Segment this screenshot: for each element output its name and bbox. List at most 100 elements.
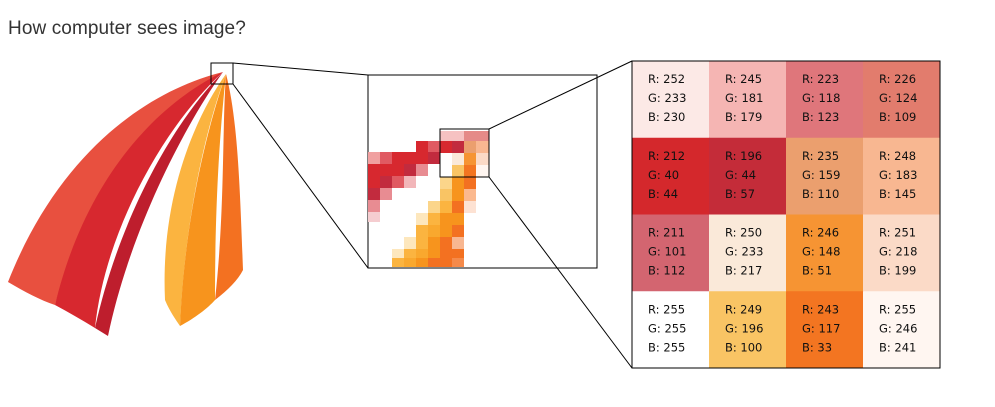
pixel-red-value: R: 245	[725, 72, 762, 86]
pixel-blue-value: B: 44	[648, 187, 678, 201]
pixel-cell: R: 250 G: 233 B: 217	[709, 214, 787, 292]
pixelated-orange-band	[392, 141, 489, 267]
pixel-blue-value: B: 255	[648, 340, 685, 354]
pixel-green-value: G: 246	[879, 321, 917, 335]
pixel-green-value: G: 124	[879, 91, 917, 105]
zoom-connector-bottom	[232, 83, 369, 269]
pixel-red-value: R: 211	[648, 226, 685, 240]
pixel-red-value: R: 255	[648, 302, 685, 316]
grid-connector-bottom	[488, 176, 633, 369]
pixel-cell-swatch	[863, 214, 941, 292]
pixel-green-value: G: 233	[648, 91, 686, 105]
pixel-green-value: G: 233	[725, 245, 763, 259]
logo-red-outer-stripe	[8, 72, 223, 305]
pixel-blue-value: B: 145	[879, 187, 916, 201]
logo-image	[8, 72, 243, 336]
pixel-blue-value: B: 217	[725, 264, 762, 278]
pixel-cell-swatch	[632, 291, 710, 369]
pixel-cell-swatch	[786, 291, 864, 369]
pixel-blue-value: B: 179	[725, 110, 762, 124]
pixel-cell: R: 235 G: 159 B: 110	[786, 137, 864, 215]
pixel-red-value: R: 212	[648, 149, 685, 163]
pixel-cell: R: 249 G: 196 B: 100	[709, 291, 787, 369]
pixel-cell-swatch	[632, 214, 710, 292]
pixel-cell-swatch	[709, 61, 787, 139]
pixel-red-value: R: 196	[725, 149, 762, 163]
pixel-cell: R: 246 G: 148 B: 51	[786, 214, 864, 292]
pixel-cell: R: 243 G: 117 B: 33	[786, 291, 864, 369]
pixel-green-value: G: 159	[802, 168, 840, 182]
pixel-cell-swatch	[709, 137, 787, 215]
pixel-cell-swatch	[632, 137, 710, 215]
pixel-green-value: G: 196	[725, 321, 763, 335]
pixel-green-value: G: 218	[879, 245, 917, 259]
pixel-cell: R: 245 G: 181 B: 179	[709, 61, 787, 139]
pixel-blue-value: B: 100	[725, 340, 762, 354]
logo-red-middle-stripe	[55, 72, 223, 328]
pixel-cell: R: 255 G: 246 B: 241	[863, 291, 941, 369]
pixel-blue-value: B: 241	[879, 340, 916, 354]
grid-connector-top	[488, 60, 633, 130]
pixelated-zoom	[367, 74, 598, 269]
pixel-red-value: R: 248	[879, 149, 916, 163]
pixel-cell: R: 252 G: 233 B: 230	[632, 61, 710, 139]
pixel-cell: R: 223 G: 118 B: 123	[786, 61, 864, 139]
pixel-green-value: G: 101	[648, 245, 686, 259]
pixelated-red-band	[368, 131, 489, 222]
pixel-blue-value: B: 112	[648, 264, 685, 278]
pixel-blue-value: B: 33	[802, 340, 832, 354]
pixel-green-value: G: 255	[648, 321, 686, 335]
pixel-red-value: R: 251	[879, 226, 916, 240]
pixel-cell-swatch	[786, 61, 864, 139]
pixel-green-value: G: 181	[725, 91, 763, 105]
pixel-cell: R: 196 G: 44 B: 57	[709, 137, 787, 215]
pixel-green-value: G: 118	[802, 91, 840, 105]
pixel-blue-value: B: 57	[725, 187, 755, 201]
pixel-blue-value: B: 230	[648, 110, 685, 124]
rgb-pixel-grid-frame	[631, 60, 941, 369]
pixel-cell-swatch	[863, 61, 941, 139]
pixel-blue-value: B: 51	[802, 264, 832, 278]
pixel-green-value: G: 40	[648, 168, 679, 182]
pixel-green-value: G: 117	[802, 321, 840, 335]
pixel-cell: R: 211 G: 101 B: 112	[632, 214, 710, 292]
logo-red-inner-stripe	[95, 72, 223, 336]
zoom-connector-top	[232, 62, 369, 76]
pixel-green-value: G: 183	[879, 168, 917, 182]
pixel-green-value: G: 148	[802, 245, 840, 259]
pixel-cell-swatch	[863, 137, 941, 215]
page-title: How computer sees image?	[8, 18, 246, 39]
pixel-red-value: R: 250	[725, 226, 762, 240]
logo-selection-box	[210, 62, 234, 85]
logo-orange-dark-stripe	[215, 74, 243, 300]
pixel-cell-swatch	[786, 137, 864, 215]
pixel-red-value: R: 223	[802, 72, 839, 86]
logo-orange-stripe	[180, 74, 226, 326]
pixel-cell: R: 251 G: 218 B: 199	[863, 214, 941, 292]
pixel-red-value: R: 226	[879, 72, 916, 86]
pixel-cell-swatch	[709, 291, 787, 369]
pixel-cell-swatch	[863, 291, 941, 369]
pixel-cell-swatch	[786, 214, 864, 292]
pixel-cell-swatch	[709, 214, 787, 292]
pixel-selection-box	[439, 128, 490, 178]
pixel-red-value: R: 252	[648, 72, 685, 86]
pixel-red-value: R: 243	[802, 302, 839, 316]
pixel-red-value: R: 249	[725, 302, 762, 316]
pixel-red-value: R: 246	[802, 226, 839, 240]
pixel-red-value: R: 235	[802, 149, 839, 163]
logo-yellow-stripe	[164, 74, 226, 326]
pixel-blue-value: B: 110	[802, 187, 839, 201]
pixel-cell: R: 212 G: 40 B: 44	[632, 137, 710, 215]
pixel-green-value: G: 44	[725, 168, 756, 182]
pixel-blue-value: B: 123	[802, 110, 839, 124]
pixel-red-value: R: 255	[879, 302, 916, 316]
pixel-blue-value: B: 199	[879, 264, 916, 278]
pixel-cell: R: 226 G: 124 B: 109	[863, 61, 941, 139]
pixel-cell: R: 248 G: 183 B: 145	[863, 137, 941, 215]
pixel-cell: R: 255 G: 255 B: 255	[632, 291, 710, 369]
pixel-cell-swatch	[632, 61, 710, 139]
pixel-blue-value: B: 109	[879, 110, 916, 124]
